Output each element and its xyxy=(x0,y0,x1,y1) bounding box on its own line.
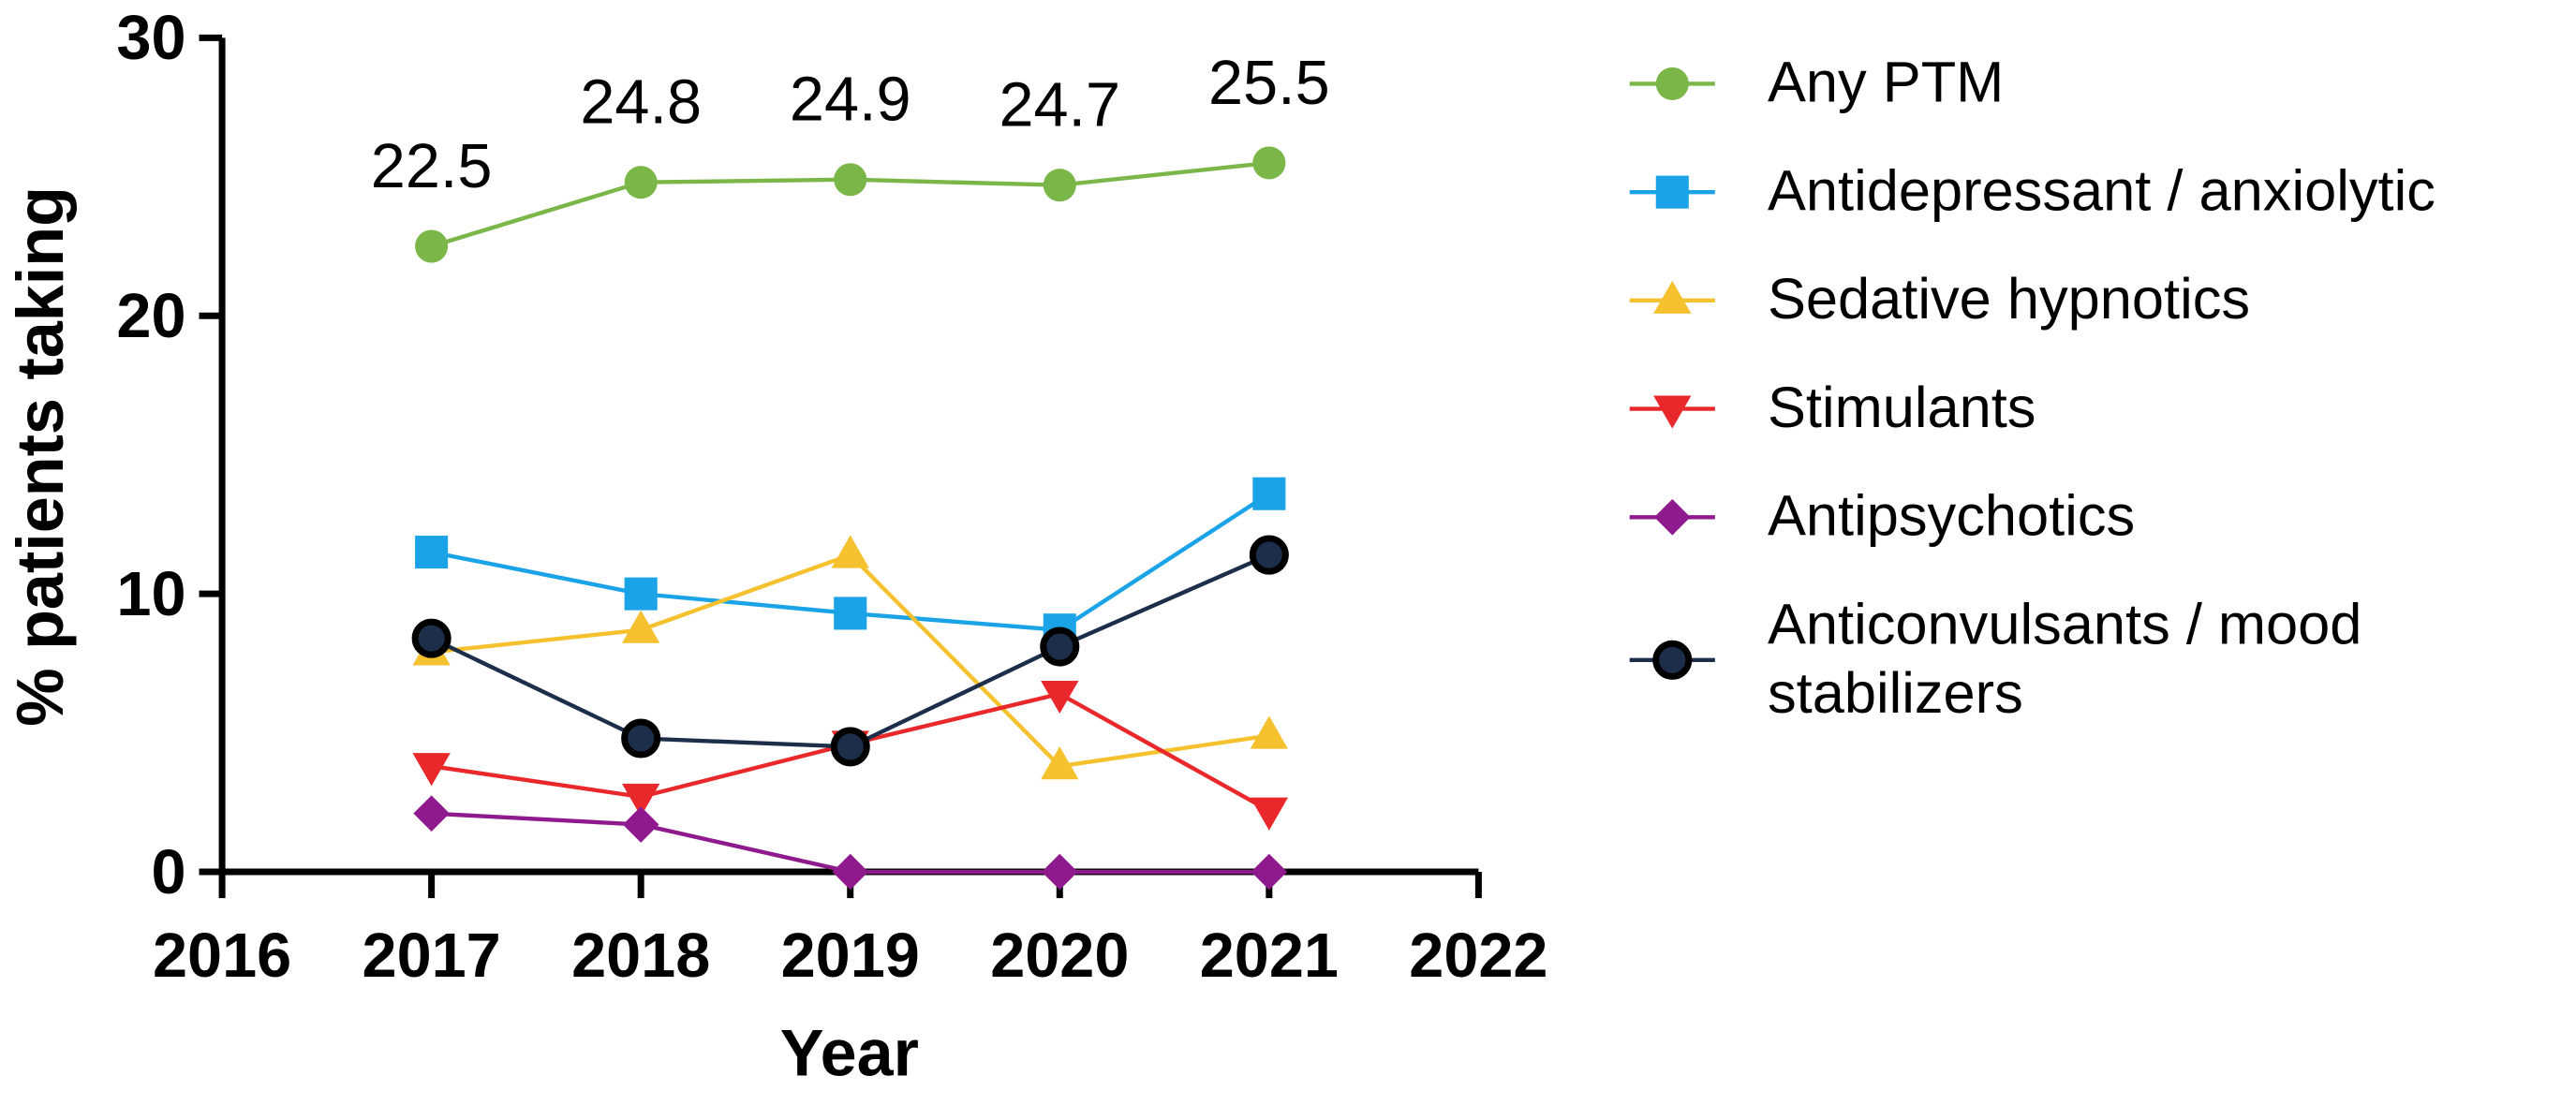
marker xyxy=(1250,797,1288,831)
legend-item: Any PTM xyxy=(1626,50,2575,119)
marker xyxy=(1043,169,1076,202)
legend: Any PTM Antidepressant / anxiolytic Sedati… xyxy=(1626,50,2575,729)
data-label: 24.9 xyxy=(790,66,911,135)
marker xyxy=(621,718,661,759)
marker xyxy=(413,795,450,832)
y-tick-label: 0 xyxy=(151,838,185,907)
legend-icon xyxy=(1629,66,1715,100)
legend-icon xyxy=(1629,175,1715,209)
legend-icon xyxy=(1629,640,1715,680)
legend-item: Antidepressant / anxiolytic xyxy=(1626,157,2575,227)
legend-icon xyxy=(1629,280,1715,314)
marker xyxy=(1653,280,1692,314)
marker xyxy=(1252,477,1286,510)
marker xyxy=(830,727,870,767)
marker xyxy=(622,610,660,643)
marker xyxy=(1653,395,1692,429)
marker xyxy=(1251,853,1288,891)
x-tick-label: 2019 xyxy=(781,921,920,991)
legend-box: Any PTM Antidepressant / anxiolytic Sedati… xyxy=(1626,50,2575,729)
y-tick-label: 10 xyxy=(116,560,185,629)
marker xyxy=(1653,499,1691,536)
marker xyxy=(1041,746,1079,780)
marker xyxy=(1040,626,1080,667)
marker xyxy=(412,753,451,787)
legend-label: Sedative hypnotics xyxy=(1767,267,2251,332)
y-tick-label: 20 xyxy=(116,282,185,351)
x-tick-label: 2016 xyxy=(153,921,291,991)
marker xyxy=(624,577,658,611)
marker xyxy=(1652,640,1693,680)
marker xyxy=(624,166,658,199)
marker xyxy=(622,806,659,843)
x-tick-label: 2020 xyxy=(990,921,1129,991)
legend-item: Stimulants xyxy=(1626,375,2575,444)
marker xyxy=(831,535,869,568)
marker xyxy=(1249,535,1289,575)
legend-label: Stimulants xyxy=(1767,376,2036,440)
marker xyxy=(1041,680,1079,715)
series-line xyxy=(430,552,1270,749)
y-tick-label: 30 xyxy=(116,4,185,73)
data-label: 22.5 xyxy=(371,132,493,201)
marker xyxy=(832,853,869,891)
marker xyxy=(1041,853,1078,891)
legend-item: Anticonvulsants / mood stabilizers xyxy=(1626,591,2575,729)
x-tick-label: 2018 xyxy=(571,921,710,991)
legend-icon xyxy=(1629,395,1715,429)
x-tick-label: 2022 xyxy=(1409,921,1547,991)
marker xyxy=(415,229,449,263)
marker xyxy=(834,597,867,630)
data-label: 24.7 xyxy=(999,71,1120,140)
marker xyxy=(411,618,452,658)
marker xyxy=(834,163,867,197)
legend-label: Anticonvulsants / mood stabilizers xyxy=(1767,592,2362,726)
data-label: 25.5 xyxy=(1208,49,1330,118)
y-axis-title: % patients taking xyxy=(4,186,77,727)
legend-label: Any PTM xyxy=(1767,51,2005,115)
legend-label: Antidepressant / anxiolytic xyxy=(1767,159,2435,224)
legend-item: Antipsychotics xyxy=(1626,482,2575,552)
x-axis-title: Year xyxy=(780,1016,919,1089)
marker xyxy=(1250,715,1288,749)
data-label: 24.8 xyxy=(580,68,702,138)
legend-icon xyxy=(1629,499,1715,536)
marker xyxy=(1655,66,1689,100)
x-tick-label: 2017 xyxy=(363,921,501,991)
marker xyxy=(622,783,660,817)
marker xyxy=(1655,175,1689,209)
legend-item: Sedative hypnotics xyxy=(1626,266,2575,335)
marker xyxy=(415,536,449,569)
legend-label: Antipsychotics xyxy=(1767,484,2136,549)
marker xyxy=(1252,146,1286,180)
x-tick-label: 2021 xyxy=(1200,921,1339,991)
